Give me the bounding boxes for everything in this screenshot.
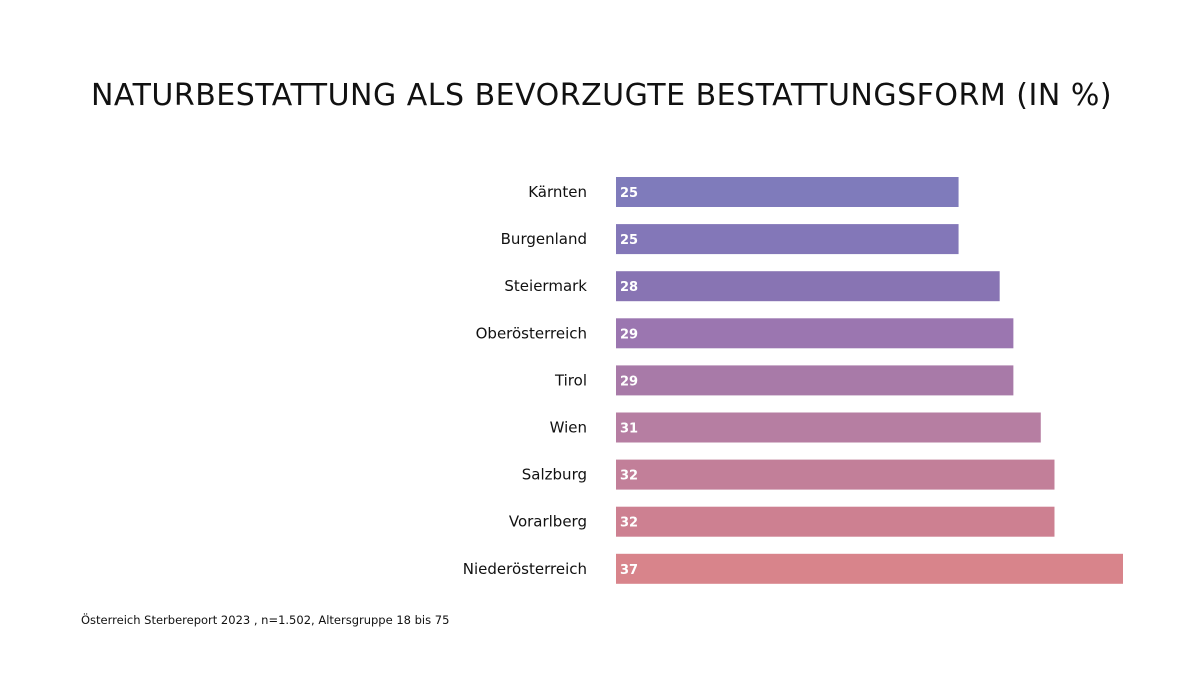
bar-group: Vorarlberg 32 (509, 506, 1055, 537)
chart-title: NATURBESTATTUNG ALS BEVORZUGTE BESTATTUN… (90, 78, 1113, 113)
bar-group: Steiermark 28 (504, 271, 1000, 302)
value-label: 29 (620, 374, 638, 389)
value-label: 37 (620, 563, 638, 578)
category-label: Niederösterreich (463, 560, 587, 578)
category-label: Oberösterreich (476, 324, 587, 342)
bar (616, 506, 1055, 537)
value-label: 29 (620, 327, 638, 342)
source-footnote: Österreich Sterbereport 2023 , n=1.502, … (81, 613, 450, 627)
value-label: 32 (620, 516, 638, 531)
bar (616, 553, 1123, 584)
bar-group: Wien 31 (550, 412, 1041, 443)
value-label: 31 (620, 422, 638, 437)
bar (616, 365, 1014, 396)
bar (616, 177, 959, 207)
value-label: 25 (620, 233, 638, 248)
bar (616, 459, 1055, 490)
bar-group: Burgenland 25 (501, 224, 959, 255)
bar-group: Kärnten 25 (528, 177, 959, 207)
category-label: Kärnten (528, 183, 587, 201)
bar-group: Salzburg 32 (522, 459, 1055, 490)
bar (616, 412, 1041, 443)
bar (616, 271, 1000, 302)
category-label: Tirol (554, 371, 587, 389)
bar-group: Tirol 29 (554, 365, 1014, 396)
value-label: 28 (620, 280, 638, 295)
category-label: Burgenland (501, 230, 587, 248)
category-label: Vorarlberg (509, 513, 587, 531)
category-label: Wien (550, 419, 587, 437)
value-label: 25 (620, 186, 638, 201)
category-label: Steiermark (504, 277, 587, 295)
category-label: Salzburg (522, 466, 587, 484)
bar-group: Oberösterreich 29 (476, 318, 1014, 349)
bar (616, 224, 959, 255)
bar (616, 318, 1014, 349)
value-label: 32 (620, 469, 638, 484)
bar-group: Niederösterreich 37 (463, 553, 1123, 584)
